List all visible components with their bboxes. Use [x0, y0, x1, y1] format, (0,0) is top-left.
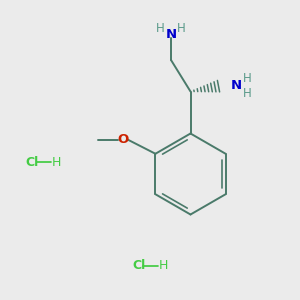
Text: O: O: [117, 133, 129, 146]
Text: Cl: Cl: [26, 155, 39, 169]
Text: H: H: [243, 71, 252, 85]
Text: Cl: Cl: [132, 259, 145, 272]
Text: H: H: [52, 155, 61, 169]
Text: H: H: [158, 259, 168, 272]
Text: N: N: [231, 79, 242, 92]
Text: N: N: [165, 28, 177, 41]
Text: H: H: [156, 22, 165, 35]
Text: H: H: [177, 22, 186, 35]
Text: H: H: [243, 86, 252, 100]
